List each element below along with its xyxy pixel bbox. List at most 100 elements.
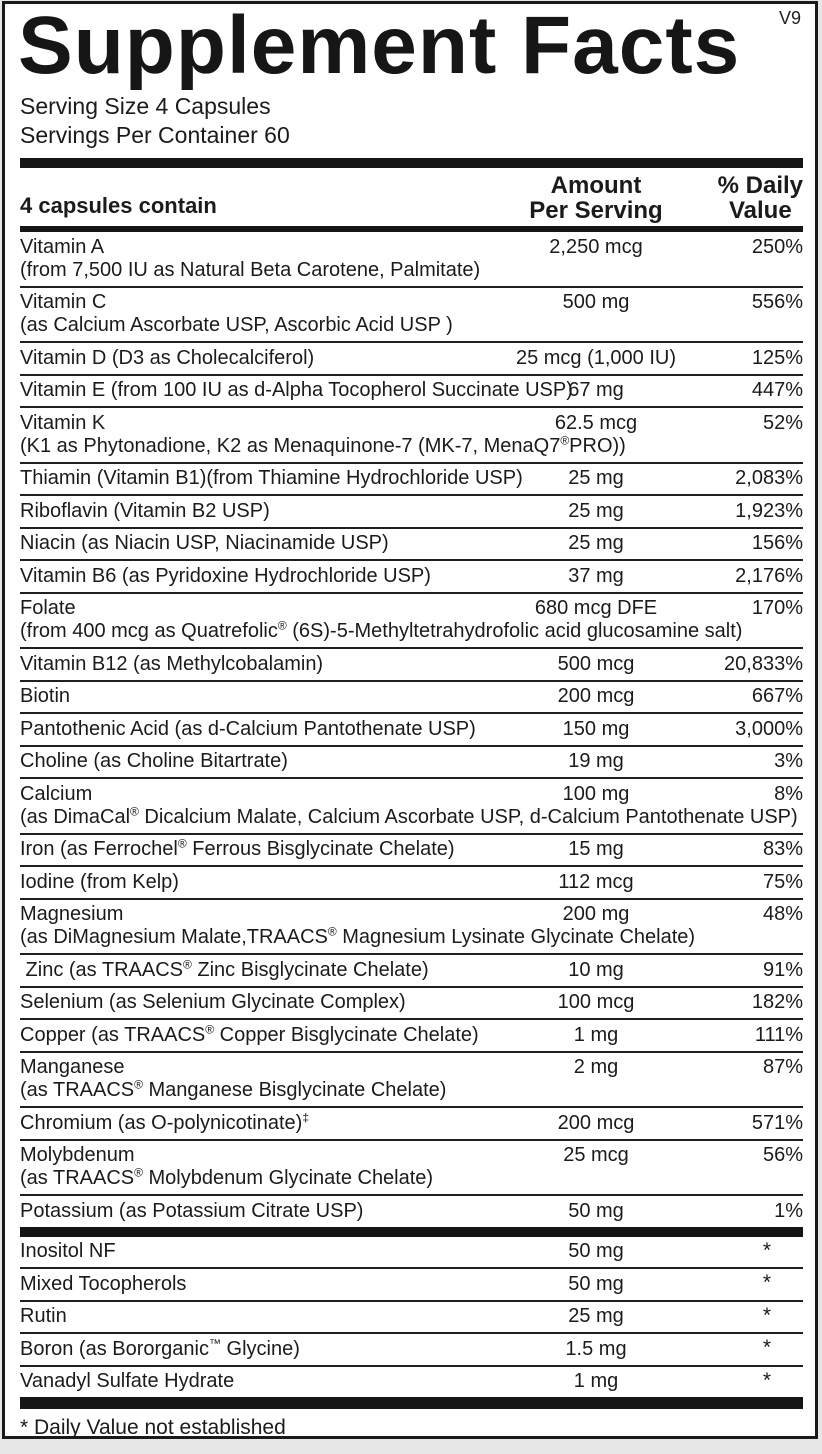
divider-bar-footer <box>20 1397 803 1409</box>
table-row: Vitamin B12 (as Methylcobalamin) 500 mcg 2… <box>20 647 803 680</box>
ingredient-amount: 1.5 mg <box>565 1337 627 1360</box>
table-row: Vitamin C 500 mg 556% (as Calcium Ascorbate… <box>20 285 803 342</box>
table-row: Rutin 25 mg * <box>20 1299 803 1333</box>
ingredient-daily-value: 48% <box>762 903 803 925</box>
table-row: Iodine (from Kelp) 112 mcg 75% <box>20 865 803 898</box>
header-contains: 4 capsules contain <box>20 193 217 218</box>
table-row: Vitamin A 2,250 mcg 250% (from 7,500 IU as … <box>20 232 803 286</box>
ingredient-name: Zinc (as TRAACS® Zinc Bisglycinate Chela… <box>20 956 429 981</box>
ingredient-daily-value: 20,833% <box>724 652 803 675</box>
ingredient-name: Iodine (from Kelp) <box>20 870 179 893</box>
ingredient-amount: 50 mg <box>568 1240 624 1262</box>
ingredient-amount: 200 mg <box>562 903 630 925</box>
panel-title: Supplement Facts <box>18 1 741 91</box>
table-row: Potassium (as Potassium Citrate USP) 50 m… <box>20 1194 803 1227</box>
ingredient-detail: (as Calcium Ascorbate USP, Ascorbic Acid… <box>20 314 453 336</box>
ingredient-name: Selenium (as Selenium Glycinate Complex) <box>20 991 406 1013</box>
table-header: 4 capsules contain Amount Per Serving % … <box>20 168 803 226</box>
ingredient-daily-value: 170% <box>751 597 803 619</box>
ingredient-name: Vitamin E (from 100 IU as d-Alpha Tocoph… <box>20 379 573 401</box>
ingredient-daily-value: 125% <box>751 346 803 369</box>
ingredient-daily-value: 447% <box>751 379 803 401</box>
ingredient-name: Niacin (as Niacin USP, Niacinamide USP) <box>20 532 389 554</box>
ingredient-name: Folate <box>20 597 76 619</box>
ingredient-amount: 680 mcg DFE <box>534 597 658 619</box>
table-row: Manganese 2 mg 87% (as TRAACS® Manganese Bi… <box>20 1050 803 1107</box>
ingredient-name: Copper (as TRAACS® Copper Bisglycinate C… <box>20 1021 479 1046</box>
table-row: Calcium 100 mg 8% (as DimaCal® Dicalcium Ma… <box>20 777 803 833</box>
ingredient-name: Potassium (as Potassium Citrate USP) <box>20 1199 364 1222</box>
ingredient-daily-value: * <box>762 1303 771 1327</box>
table-row: Folate 680 mcg DFE 170% (from 400 mcg as Qu… <box>20 591 803 648</box>
ingredient-daily-value: * <box>762 1238 771 1262</box>
ingredient-amount: 67 mg <box>568 379 624 401</box>
table-row: Boron (as Bororganic™ Glycine) 1.5 mg * <box>20 1332 803 1365</box>
ingredient-name: Manganese <box>20 1056 125 1078</box>
table-row: Inositol NF 50 mg * <box>20 1237 803 1268</box>
table-row: Selenium (as Selenium Glycinate Complex)… <box>20 985 803 1019</box>
table-row: Choline (as Choline Bitartrate) 19 mg 3% <box>20 744 803 778</box>
ingredient-amount: 62.5 mcg <box>554 411 638 434</box>
table-row: Copper (as TRAACS® Copper Bisglycinate C… <box>20 1018 803 1051</box>
ingredient-name: Molybdenum <box>20 1144 135 1166</box>
ingredient-amount: 50 mg <box>568 1199 624 1222</box>
ingredient-name: Vitamin A <box>20 235 105 258</box>
ingredient-daily-value: 571% <box>751 1111 803 1134</box>
ingredient-amount: 200 mcg <box>557 1111 635 1134</box>
ingredient-amount: 50 mg <box>568 1272 624 1295</box>
ingredient-daily-value: 250% <box>751 235 803 258</box>
ingredient-daily-value: 2,176% <box>735 564 803 587</box>
ingredient-daily-value: 87% <box>762 1056 803 1078</box>
daily-value-footnote: * Daily Value not established <box>20 1416 286 1439</box>
ingredient-detail: (as DimaCal® Dicalcium Malate, Calcium A… <box>20 803 798 828</box>
table-row: Mixed Tocopherols 50 mg * <box>20 1267 803 1300</box>
ingredient-name: Riboflavin (Vitamin B2 USP) <box>20 499 270 522</box>
ingredient-daily-value: 111% <box>754 1023 803 1046</box>
ingredient-amount: 25 mg <box>568 467 624 489</box>
table-row: Vitamin D (D3 as Cholecalciferol) 25 mcg … <box>20 341 803 374</box>
table-row: Zinc (as TRAACS® Zinc Bisglycinate Chela… <box>20 953 803 986</box>
ingredient-daily-value: 8% <box>774 782 803 805</box>
ingredient-name: Biotin <box>20 685 71 707</box>
ingredient-daily-value: 1,923% <box>735 499 803 522</box>
ingredient-detail: (from 400 mcg as Quatrefolic® (6S)-5-Met… <box>20 618 743 642</box>
ingredient-detail: (from 7,500 IU as Natural Beta Carotene,… <box>20 258 481 281</box>
nutrient-table: Vitamin A 2,250 mcg 250% (from 7,500 IU as … <box>20 232 803 1227</box>
ingredient-daily-value: 83% <box>762 838 803 860</box>
ingredient-daily-value: 2,083% <box>735 467 803 489</box>
ingredient-amount: 500 mcg <box>557 652 635 675</box>
ingredient-name: Inositol NF <box>20 1240 116 1262</box>
ingredient-daily-value: 75% <box>762 870 803 893</box>
ingredient-detail: (K1 as Phytonadione, K2 as Menaquinone-7… <box>20 432 626 457</box>
divider-bar-other <box>20 1226 803 1237</box>
ingredient-amount: 25 mcg <box>563 1144 629 1166</box>
version-code: V9 <box>778 8 801 28</box>
serving-size: Serving Size 4 Capsules <box>20 93 271 119</box>
table-row: Vitamin B6 (as Pyridoxine Hydrochloride … <box>20 559 803 592</box>
ingredient-amount: 500 mg <box>562 291 630 313</box>
ingredient-daily-value: 56% <box>762 1144 803 1166</box>
divider-bar-top <box>20 158 803 168</box>
ingredient-amount: 2,250 mcg <box>549 235 643 258</box>
ingredient-name: Thiamin (Vitamin B1)(from Thiamine Hydro… <box>20 467 523 489</box>
ingredient-name: Choline (as Choline Bitartrate) <box>20 750 288 772</box>
ingredient-amount: 25 mg <box>568 499 624 522</box>
ingredient-amount: 25 mg <box>568 532 624 554</box>
table-row: Thiamin (Vitamin B1)(from Thiamine Hydro… <box>20 461 803 495</box>
table-row: Pantothenic Acid (as d-Calcium Pantothen… <box>20 712 803 745</box>
ingredient-amount: 25 mcg (1,000 IU) <box>515 346 677 369</box>
ingredient-daily-value: 156% <box>751 532 803 554</box>
ingredient-daily-value: 91% <box>762 958 803 981</box>
ingredient-daily-value: * <box>762 1368 771 1392</box>
table-row: Iron (as Ferrochel® Ferrous Bisglycinate… <box>20 832 803 866</box>
ingredient-daily-value: 52% <box>762 411 803 434</box>
header-amount-line2: Per Serving <box>529 197 663 224</box>
ingredient-amount: 19 mg <box>568 750 624 772</box>
ingredient-daily-value: 1% <box>774 1199 803 1222</box>
table-row: Molybdenum 25 mcg 56% (as TRAACS® Molybdenu… <box>20 1138 803 1195</box>
ingredient-name: Vanadyl Sulfate Hydrate <box>20 1370 235 1392</box>
ingredient-name: Pantothenic Acid (as d-Calcium Pantothen… <box>20 717 476 740</box>
ingredient-name: Vitamin B12 (as Methylcobalamin) <box>20 652 324 675</box>
table-row: Vitamin E (from 100 IU as d-Alpha Tocoph… <box>20 373 803 407</box>
ingredient-name: Magnesium <box>20 903 124 925</box>
